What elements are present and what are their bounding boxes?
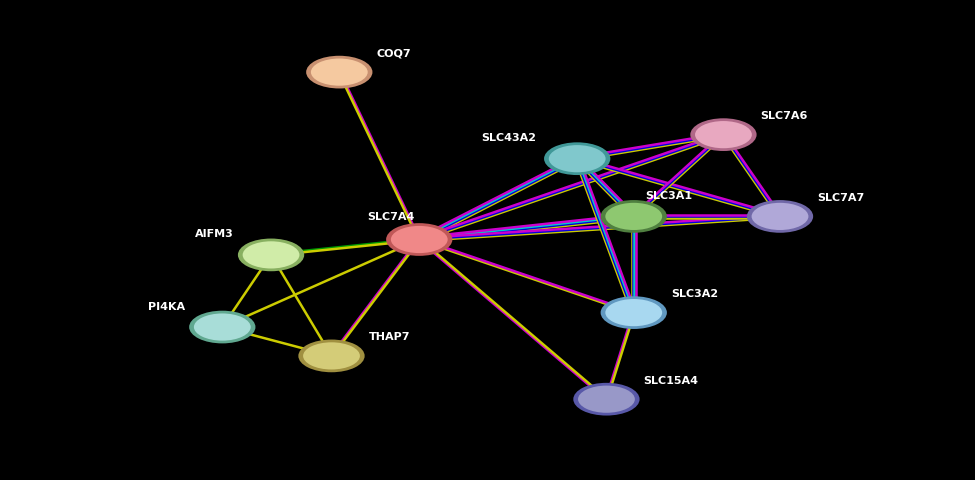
- Circle shape: [690, 119, 757, 152]
- Circle shape: [310, 59, 369, 87]
- Text: SLC7A4: SLC7A4: [367, 212, 414, 222]
- Circle shape: [601, 297, 667, 329]
- Circle shape: [238, 239, 304, 272]
- Text: SLC15A4: SLC15A4: [644, 375, 698, 385]
- Circle shape: [189, 311, 255, 344]
- Circle shape: [573, 383, 640, 416]
- Text: THAP7: THAP7: [369, 332, 410, 342]
- Circle shape: [302, 342, 361, 371]
- Circle shape: [298, 340, 365, 372]
- Circle shape: [577, 385, 636, 414]
- Text: SLC7A7: SLC7A7: [817, 192, 864, 203]
- Circle shape: [193, 313, 252, 342]
- Circle shape: [242, 241, 300, 270]
- Circle shape: [601, 201, 667, 233]
- Circle shape: [604, 203, 663, 231]
- Text: COQ7: COQ7: [376, 48, 411, 59]
- Text: SLC43A2: SLC43A2: [482, 133, 536, 143]
- Circle shape: [390, 226, 448, 254]
- Circle shape: [694, 121, 753, 150]
- Text: SLC3A2: SLC3A2: [671, 288, 718, 299]
- Circle shape: [544, 143, 610, 176]
- Circle shape: [751, 203, 809, 231]
- Text: SLC3A1: SLC3A1: [645, 191, 692, 201]
- Circle shape: [306, 57, 372, 89]
- Text: SLC7A6: SLC7A6: [760, 111, 808, 121]
- Circle shape: [747, 201, 813, 233]
- Circle shape: [386, 224, 452, 256]
- Circle shape: [548, 145, 606, 174]
- Circle shape: [604, 299, 663, 327]
- Text: PI4KA: PI4KA: [148, 301, 185, 311]
- Text: AIFM3: AIFM3: [195, 228, 234, 238]
